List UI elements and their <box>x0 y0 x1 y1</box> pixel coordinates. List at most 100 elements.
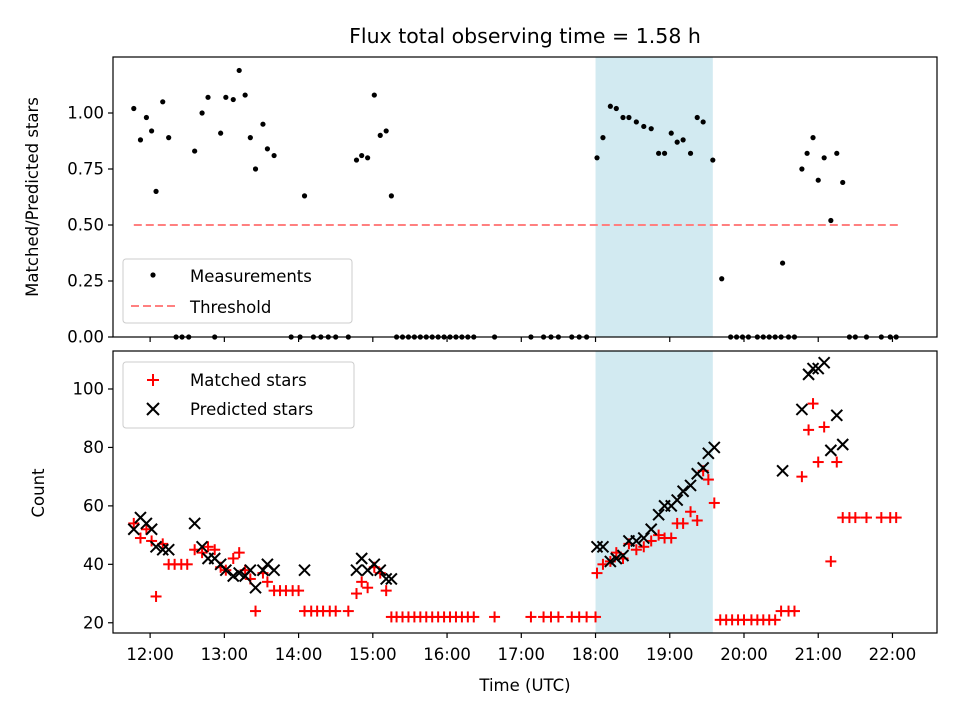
bottom-x-tick-label: 18:00 <box>572 645 620 664</box>
bottom-predicted-point <box>385 572 398 586</box>
bottom-matched-point <box>685 506 697 518</box>
top-measurement-point <box>359 152 365 159</box>
bottom-x-tick-label: 22:00 <box>869 645 917 664</box>
top-measurement-point <box>377 132 383 138</box>
bottom-matched-point <box>653 529 665 541</box>
top-measurement-point <box>815 177 821 183</box>
bottom-predicted-point <box>795 403 809 416</box>
top-measurement-point <box>153 188 159 194</box>
bottom-matched-point <box>552 611 564 623</box>
bottom-predicted-point <box>824 444 838 457</box>
bottom-y-tick-label: 80 <box>83 438 104 457</box>
bottom-predicted-point <box>616 549 630 562</box>
bottom-matched-point <box>860 512 872 524</box>
bottom-matched-point <box>849 512 861 524</box>
bottom-matched-point <box>380 585 392 597</box>
top-measurement-point <box>620 114 626 121</box>
bottom-matched-point <box>807 398 819 410</box>
bottom-matched-point <box>261 576 273 588</box>
legend-measurements-marker <box>150 272 156 278</box>
bottom-matched-point <box>803 424 815 436</box>
top-y-tick-label: 0.50 <box>67 216 104 235</box>
top-measurement-point <box>779 260 786 266</box>
top-y-tick-label: 0.75 <box>67 160 104 179</box>
top-measurement-point <box>607 103 613 109</box>
bottom-matched-point <box>890 512 902 524</box>
bottom-y-tick-label: 60 <box>83 496 104 515</box>
top-y-tick-label: 1.00 <box>67 104 104 123</box>
bottom-matched-point <box>702 474 714 486</box>
bottom-matched-point <box>691 514 703 526</box>
bottom-matched-point <box>769 614 781 626</box>
bottom-x-tick-label: 14:00 <box>275 645 323 664</box>
top-measurement-point <box>799 166 805 172</box>
bottom-x-tick-label: 19:00 <box>646 645 694 664</box>
bottom-matched-point <box>825 555 837 567</box>
bottom-x-tick-label: 16:00 <box>423 645 471 664</box>
top-measurement-point <box>710 157 716 163</box>
top-measurement-point <box>365 155 371 161</box>
top-measurement-point <box>633 119 639 125</box>
bottom-matched-point <box>831 456 843 468</box>
bottom-predicted-point <box>836 438 849 451</box>
top-measurement-point <box>594 155 600 161</box>
bottom-matched-point <box>128 517 140 529</box>
bottom-predicted-point <box>817 356 831 369</box>
bottom-axes-frame <box>112 350 938 634</box>
bottom-x-tick-label: 17:00 <box>498 645 546 664</box>
bottom-matched-point <box>356 576 368 588</box>
top-measurement-point <box>205 94 211 100</box>
bottom-predicted-point <box>149 540 163 553</box>
top-panel: 0.00 0.25 0.50 0.75 1.00 Matched/Predicted s… <box>23 56 938 347</box>
bottom-predicted-point <box>644 523 658 536</box>
bottom-predicted-point <box>670 493 684 507</box>
top-measurement-point <box>166 135 172 141</box>
top-measurement-point <box>260 121 266 127</box>
legend-matched-label: Matched stars <box>190 371 307 390</box>
bottom-matched-point <box>591 567 603 579</box>
top-measurement-point <box>271 152 277 159</box>
bottom-matched-point <box>227 552 239 564</box>
top-measurement-point <box>840 179 846 186</box>
bottom-y-tick-label: 100 <box>73 379 105 398</box>
top-measurement-point <box>218 130 224 136</box>
bottom-predicted-point <box>249 581 262 594</box>
top-measurement-point <box>388 193 394 199</box>
bottom-matched-point <box>468 611 480 623</box>
top-measurement-point <box>613 105 619 112</box>
bottom-predicted-point <box>630 534 643 548</box>
top-measurement-point <box>252 166 259 172</box>
bottom-matched-point <box>708 497 720 509</box>
bottom-predicted-point <box>267 563 281 577</box>
top-measurement-point <box>668 130 674 136</box>
bottom-matched-point <box>134 532 146 544</box>
top-highlight-span <box>595 57 713 337</box>
bottom-matched-point <box>330 605 342 617</box>
bottom-matched-point <box>233 547 245 559</box>
top-measurement-point <box>641 123 647 130</box>
bottom-predicted-point <box>219 563 233 577</box>
top-y-tick-label: 0.25 <box>67 272 104 291</box>
bottom-predicted-point <box>806 362 820 375</box>
top-measurement-point <box>383 128 389 134</box>
top-measurement-point <box>648 126 654 132</box>
top-measurement-point <box>600 135 606 141</box>
bottom-predicted-point <box>379 572 393 586</box>
top-measurement-point <box>192 148 198 154</box>
bottom-matched-point <box>818 421 830 433</box>
bottom-predicted-point <box>298 563 311 577</box>
top-measurement-point <box>810 135 816 141</box>
top-measurement-point <box>804 150 810 156</box>
legend-measurements-label: Measurements <box>190 267 312 286</box>
bottom-legend-box <box>122 361 355 429</box>
bottom-matched-point <box>209 544 221 556</box>
bottom-matched-point <box>362 582 374 594</box>
bottom-predicted-point <box>374 563 387 577</box>
top-measurement-point <box>236 67 242 74</box>
bottom-predicted-point <box>355 552 368 565</box>
bottom-matched-point <box>293 585 305 597</box>
bottom-matched-point <box>342 605 354 617</box>
top-measurement-point <box>137 137 144 143</box>
top-measurement-point <box>719 276 725 282</box>
top-measurement-point <box>700 119 706 125</box>
